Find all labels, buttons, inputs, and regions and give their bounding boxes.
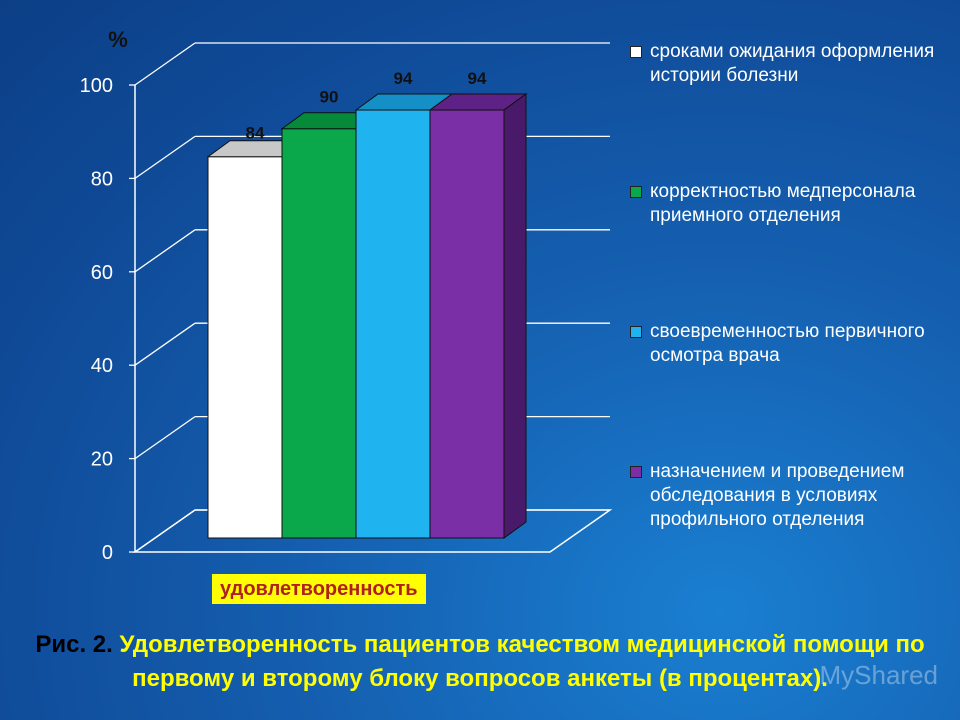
legend-label-3: своевременностью первичного осмотра врач… (650, 321, 925, 366)
gridline-diag-80 (134, 135, 196, 179)
bar-front-3 (355, 109, 431, 539)
category-label: удовлетворенность (212, 574, 426, 604)
gridline-diag-60 (134, 229, 196, 273)
gridline-diag-40 (134, 322, 196, 366)
legend-label-1: сроками ожидания оформления истории боле… (650, 41, 935, 86)
data-label-1: 84 (246, 124, 265, 143)
caption-prefix: Рис. 2. (35, 631, 113, 658)
legend-swatch-3 (630, 326, 642, 338)
bar-front-4 (429, 109, 505, 539)
legend-swatch-1 (630, 46, 642, 58)
data-label-2: 90 (320, 88, 339, 107)
legend-swatch-2 (630, 186, 642, 198)
y-tick-label-100: 100 (80, 75, 113, 97)
watermark: MyShared (819, 660, 939, 690)
bar-front-1 (207, 156, 283, 539)
y-tick-label-0: 0 (102, 542, 113, 564)
data-label-4: 94 (468, 69, 487, 88)
data-label-3: 94 (394, 69, 413, 88)
bar-front-2 (281, 128, 357, 539)
y-tick-label-60: 60 (91, 262, 113, 284)
gridline-diag-20 (134, 416, 196, 460)
y-tick-label-80: 80 (91, 168, 113, 190)
y-tick-label-20: 20 (91, 449, 113, 471)
caption-text: Удовлетворенность пациентов качеством ме… (112, 631, 925, 692)
bar-side-4 (503, 93, 527, 539)
gridline-diag-100 (134, 42, 196, 86)
figure-caption: Рис. 2. Удовлетворенность пациентов каче… (0, 628, 960, 696)
legend-swatch-4 (630, 466, 642, 478)
gridline-diag-0 (134, 509, 196, 553)
y-tick-label-40: 40 (91, 355, 113, 377)
legend-label-4: назначением и проведением обследования в… (650, 461, 905, 530)
legend-label-2: корректностью медперсонала приемного отд… (650, 181, 916, 226)
y-unit-label: % (108, 27, 128, 52)
